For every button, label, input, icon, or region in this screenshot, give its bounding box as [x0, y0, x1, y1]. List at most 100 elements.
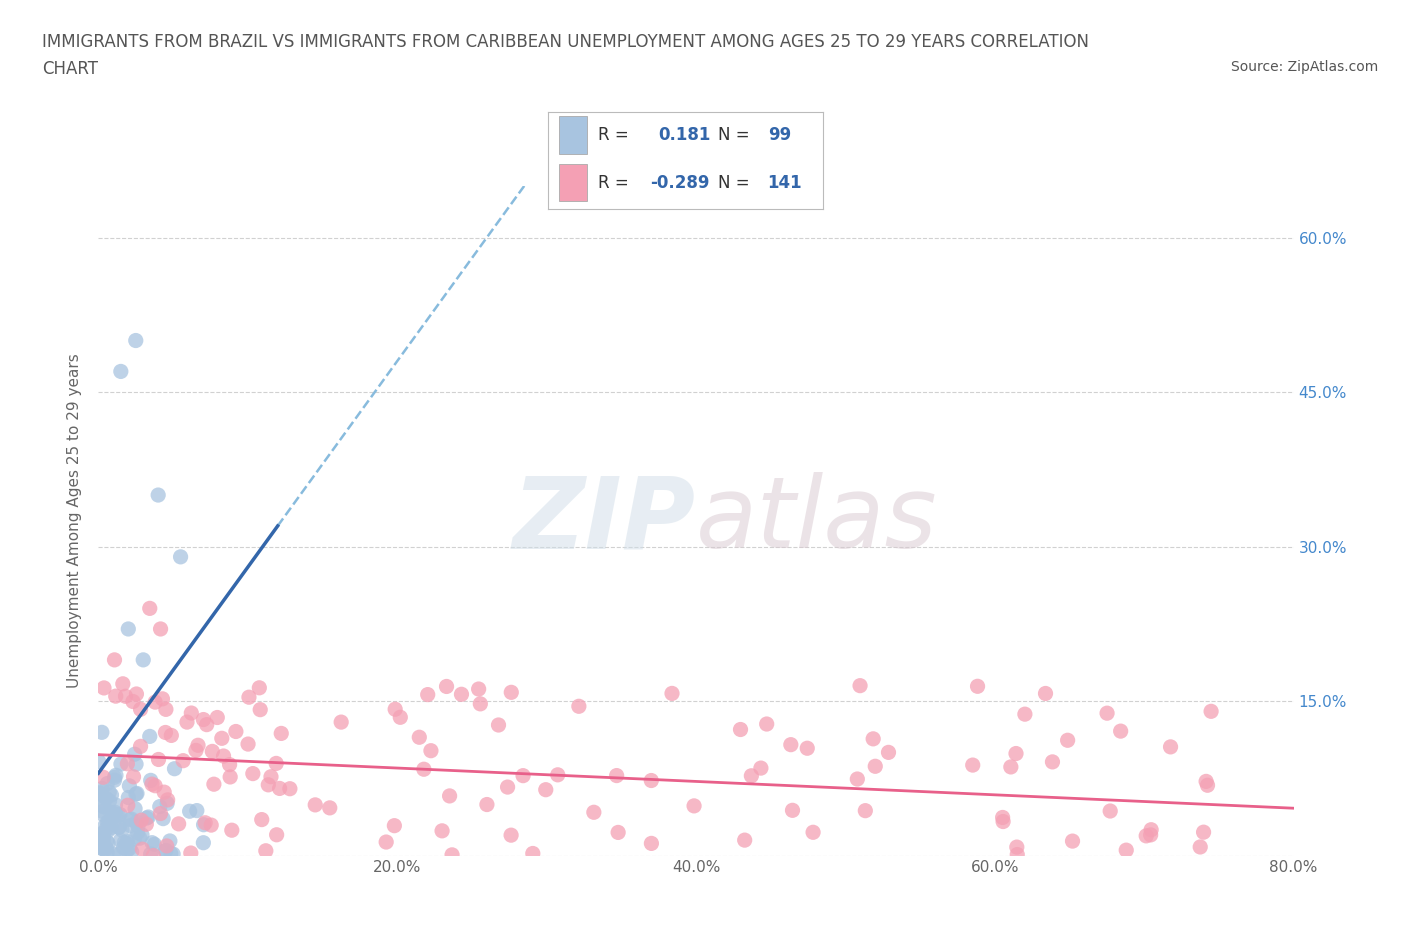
Point: [475, 797, 498, 812]
Point: [522, 846, 544, 861]
Point: [319, 801, 342, 816]
Text: atlas: atlas: [696, 472, 938, 569]
Point: [160, 728, 183, 743]
Point: [91, 804, 114, 818]
Point: [96, 790, 118, 805]
Point: [115, 844, 138, 858]
Point: [193, 835, 215, 850]
Point: [149, 806, 172, 821]
Point: [375, 834, 398, 849]
Point: [1109, 724, 1132, 738]
Point: [200, 817, 222, 832]
Point: [153, 844, 176, 858]
Point: [547, 767, 569, 782]
Point: [89, 839, 111, 854]
Point: [877, 745, 900, 760]
Point: [163, 762, 186, 777]
Point: [862, 731, 884, 746]
Point: [1062, 833, 1084, 848]
Text: IMMIGRANTS FROM BRAZIL VS IMMIGRANTS FROM CARIBBEAN UNEMPLOYMENT AMONG AGES 25 T: IMMIGRANTS FROM BRAZIL VS IMMIGRANTS FRO…: [42, 33, 1090, 50]
Point: [184, 743, 207, 758]
Point: [142, 848, 165, 863]
Point: [242, 766, 264, 781]
Point: [257, 777, 280, 792]
Point: [250, 812, 273, 827]
Point: [966, 679, 988, 694]
Point: [93, 800, 115, 815]
Point: [419, 743, 441, 758]
Point: [207, 711, 229, 725]
Point: [221, 823, 243, 838]
Point: [436, 679, 458, 694]
Point: [212, 749, 235, 764]
Point: [159, 833, 181, 848]
Point: [114, 689, 136, 704]
Point: [779, 737, 801, 752]
Point: [91, 841, 114, 856]
Point: [155, 725, 177, 740]
Point: [90, 831, 112, 846]
Point: [470, 697, 492, 711]
Point: [107, 819, 129, 834]
Y-axis label: Unemployment Among Ages 25 to 29 years: Unemployment Among Ages 25 to 29 years: [67, 353, 83, 688]
Point: [141, 777, 163, 791]
Point: [143, 837, 166, 852]
Point: [129, 813, 152, 828]
Point: [389, 710, 412, 724]
Point: [97, 814, 120, 829]
Point: [249, 702, 271, 717]
Point: [201, 744, 224, 759]
Point: [129, 702, 152, 717]
Point: [187, 737, 209, 752]
Point: [1042, 754, 1064, 769]
Point: [117, 798, 139, 813]
Point: [122, 769, 145, 784]
Point: [796, 741, 818, 756]
Point: [115, 836, 138, 851]
Point: [991, 810, 1014, 825]
Point: [148, 487, 170, 502]
Point: [89, 829, 111, 844]
Point: [1005, 746, 1028, 761]
Point: [167, 817, 190, 831]
Point: [87, 754, 110, 769]
Point: [801, 825, 824, 840]
Point: [100, 820, 122, 835]
Point: [110, 757, 132, 772]
Point: [534, 782, 557, 797]
Text: ZIP: ZIP: [513, 472, 696, 569]
Point: [568, 698, 591, 713]
Point: [103, 773, 125, 788]
Point: [96, 777, 118, 791]
Point: [278, 781, 301, 796]
Text: 141: 141: [768, 174, 803, 192]
Point: [1035, 686, 1057, 701]
FancyBboxPatch shape: [560, 116, 586, 153]
Point: [118, 778, 141, 793]
Point: [117, 790, 139, 805]
Point: [441, 847, 464, 862]
Point: [97, 823, 120, 838]
Point: [430, 823, 453, 838]
Point: [1139, 828, 1161, 843]
Point: [110, 833, 132, 848]
Point: [117, 834, 139, 849]
Point: [110, 364, 132, 379]
Point: [93, 829, 115, 844]
Point: [1099, 804, 1122, 818]
Text: -0.289: -0.289: [650, 174, 709, 192]
Point: [496, 779, 519, 794]
Point: [606, 768, 628, 783]
Point: [264, 756, 287, 771]
Point: [96, 841, 118, 856]
Point: [108, 819, 131, 834]
Point: [269, 781, 291, 796]
Point: [112, 840, 135, 855]
Point: [124, 802, 146, 817]
Point: [186, 804, 208, 818]
Point: [96, 834, 118, 849]
Point: [159, 846, 181, 861]
Point: [382, 818, 405, 833]
Point: [98, 793, 121, 808]
Point: [104, 797, 127, 812]
